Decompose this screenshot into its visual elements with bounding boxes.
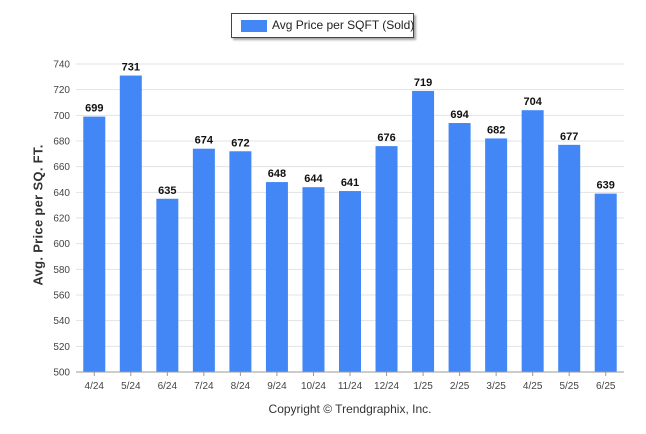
x-tick-label: 6/24 [158,381,178,392]
y-tick-label: 500 [53,368,70,379]
bar [375,146,398,372]
y-tick-label: 720 [53,85,70,96]
x-tick-label: 1/25 [413,381,433,392]
x-tick-label: 11/24 [338,381,363,392]
bar [485,138,508,372]
y-tick-label: 700 [53,111,70,122]
x-tick-label: 5/24 [121,381,141,392]
x-tick-label: 5/25 [559,381,579,392]
legend[interactable]: Avg Price per SQFT (Sold) [231,13,414,38]
bar-series: 699 731 635 674 672 648 644 641 676 719 694 682 704 6… [83,62,617,373]
y-tick-label: 580 [53,265,70,276]
bar [229,151,252,372]
bar-value-label: 677 [560,131,578,143]
bar-value-label: 699 [85,103,103,115]
x-tick-label: 7/24 [194,381,214,392]
y-axis-ticks: 500 520 540 560 580 600 620 640 660 680 700 720 740 [53,60,70,379]
x-tick-label: 12/24 [374,381,399,392]
y-tick-label: 640 [53,188,70,199]
legend-label: Avg Price per SQFT (Sold) [272,18,415,32]
bar-value-label: 731 [122,62,140,74]
bar-value-label: 674 [195,135,214,147]
legend-swatch [241,20,267,32]
bar-value-label: 704 [523,96,542,108]
copyright-footer: Copyright © Trendgraphix, Inc. [268,402,432,416]
y-axis-label: Avg. Price per SQ. FT. [30,144,46,286]
x-tick-label: 10/24 [301,381,326,392]
bar-value-label: 641 [341,177,359,189]
y-tick-label: 680 [53,137,70,148]
x-tick-label: 4/24 [85,381,105,392]
bar [192,148,215,372]
bar [448,123,471,373]
x-tick-label: 4/25 [523,381,543,392]
bar-value-label: 719 [414,77,432,89]
bar-value-label: 648 [268,168,286,180]
bar-value-label: 694 [450,109,469,121]
y-tick-label: 660 [53,162,70,173]
bar-value-label: 644 [304,173,323,185]
bar [156,198,179,372]
bar [265,182,288,372]
bar [558,144,581,372]
y-tick-label: 520 [53,342,70,353]
y-tick-label: 560 [53,291,70,302]
bar-value-label: 682 [487,124,505,136]
bar [339,191,361,372]
bar [594,193,617,372]
bar [119,75,142,373]
x-tick-label: 9/24 [267,381,287,392]
bar-value-label: 635 [158,185,176,197]
bar [83,116,106,372]
x-axis-ticks: 4/24 5/24 6/24 7/24 8/24 9/24 10/24 11/24 12/24 1… [76,371,624,392]
y-tick-label: 620 [53,214,70,225]
bar [302,187,325,372]
x-tick-label: 8/24 [231,381,251,392]
x-tick-label: 3/25 [486,381,506,392]
y-tick-label: 740 [53,60,70,71]
bar [412,90,435,372]
bar [521,110,544,372]
x-tick-label: 6/25 [596,381,616,392]
bar-value-label: 676 [377,132,395,144]
y-tick-label: 600 [53,239,70,250]
bar-value-label: 639 [597,180,615,192]
y-tick-label: 540 [53,316,70,327]
bar-value-label: 672 [231,137,249,149]
x-tick-label: 2/25 [450,381,470,392]
